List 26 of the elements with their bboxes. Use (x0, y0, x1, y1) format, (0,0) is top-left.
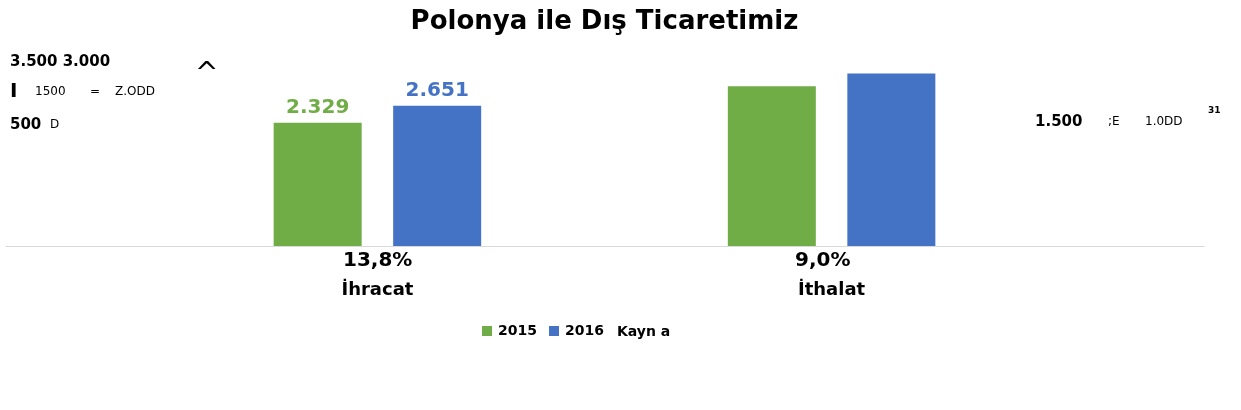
data-label: 2.651 (405, 76, 469, 101)
annotation: Z.ODD (115, 84, 155, 98)
bar (273, 122, 362, 246)
annotation: 1500 (35, 84, 66, 98)
text: 3.500 3.000 (10, 52, 111, 70)
text: 9,0% (795, 247, 851, 271)
annotation: ;E (1108, 114, 1120, 128)
annotation: I (10, 78, 18, 102)
annotation: ^ (195, 56, 219, 89)
annotation: 1.500 (1035, 112, 1083, 130)
chart-title: Polonya ile Dış Ticaretimiz (410, 5, 799, 35)
annotation: 1.0DD (1145, 114, 1183, 128)
text: Kayn a (617, 323, 671, 339)
data-label: 2.329 (286, 93, 350, 118)
bar (727, 86, 816, 246)
annotation: 500 (10, 115, 42, 133)
legend-label: 2016 (565, 322, 604, 338)
bar (393, 105, 482, 246)
legend-label: 2015 (498, 322, 537, 338)
annotation: = (90, 84, 101, 98)
text: 31 (1208, 105, 1221, 115)
annotation: D (50, 117, 60, 131)
x-tick-label: İhracat (341, 277, 414, 299)
x-tick-label: İthalat (797, 277, 866, 299)
bar (847, 73, 936, 246)
text: 13,8% (343, 247, 413, 271)
